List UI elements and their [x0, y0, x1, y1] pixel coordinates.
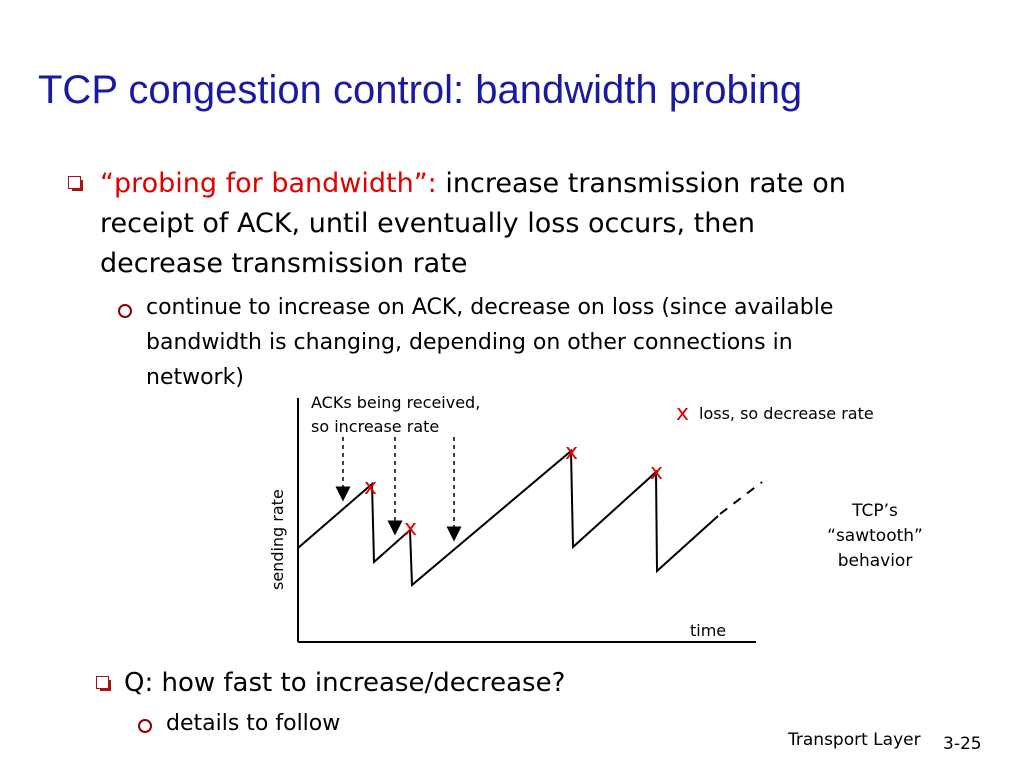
- loss-legend-text: loss, so decrease rate: [699, 404, 874, 423]
- sub-bullet-1-line-3: network): [146, 365, 244, 390]
- sub-bullet-1-line-2: bandwidth is changing, depending on othe…: [146, 330, 793, 355]
- bullet-1-line-3: decrease transmission rate: [100, 248, 468, 279]
- bullet-1-line-2: receipt of ACK, until eventually loss oc…: [100, 208, 756, 239]
- slide-title: TCP congestion control: bandwidth probin…: [38, 68, 803, 112]
- sub-bullet-1-line-1: continue to increase on ACK, decrease on…: [146, 295, 834, 320]
- loss-marker-1: x: [364, 475, 377, 500]
- bullet-1-line-1-text: increase transmission rate on: [436, 168, 846, 199]
- ack-note-line-1: ACKs being received,: [311, 393, 480, 412]
- sub-bullet-2-text: details to follow: [166, 711, 341, 736]
- behavior-line-3: behavior: [838, 551, 913, 571]
- footer-page-number: 3-25: [943, 734, 982, 754]
- behavior-line-1: TCP’s: [851, 501, 898, 521]
- bullet-2-text: Q: how fast to increase/decrease?: [124, 668, 566, 698]
- sending-rate-curve: [297, 448, 719, 588]
- circle-bullet-icon: [118, 304, 132, 318]
- bullet-1-line-1: “probing for bandwidth”: increase transm…: [100, 164, 846, 204]
- footer-section-label: Transport Layer: [788, 730, 921, 750]
- loss-legend-marker: x: [676, 401, 689, 426]
- sending-rate-continuation: [719, 481, 763, 515]
- y-axis-label: sending rate: [268, 489, 287, 590]
- bullet-1-highlight: “probing for bandwidth”:: [100, 168, 437, 199]
- square-bullet-icon: [96, 676, 111, 691]
- x-axis-label: time: [690, 621, 726, 640]
- ack-note-line-2: so increase rate: [311, 417, 439, 436]
- square-bullet-icon: [68, 176, 83, 191]
- loss-marker-3: x: [565, 440, 578, 465]
- behavior-line-2: “sawtooth”: [827, 526, 923, 546]
- loss-marker-2: x: [404, 516, 417, 541]
- circle-bullet-icon: [138, 719, 152, 733]
- loss-marker-4: x: [650, 460, 663, 485]
